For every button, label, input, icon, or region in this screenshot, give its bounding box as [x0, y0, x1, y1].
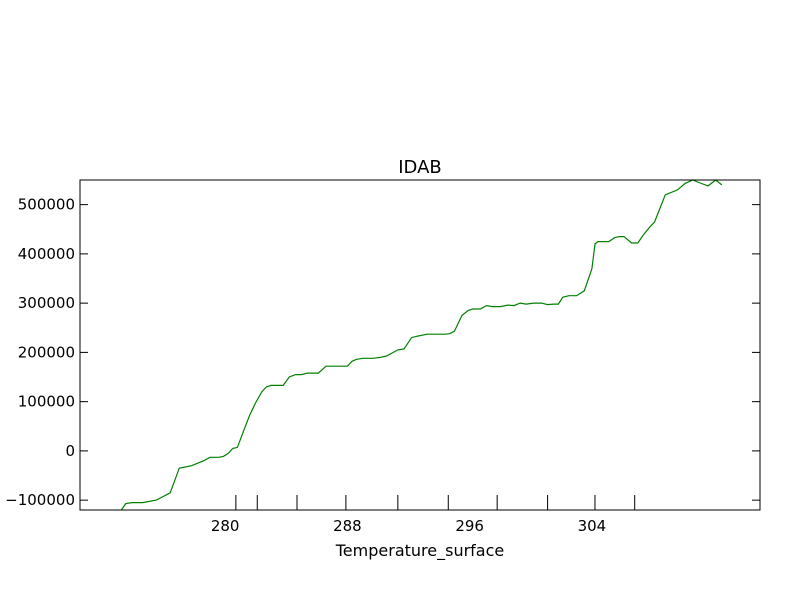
x-tick-label: 296 — [455, 517, 484, 535]
y-tick-label: 0 — [65, 442, 75, 460]
x-axis-label: Temperature_surface — [335, 541, 504, 561]
y-tick-label: 400000 — [18, 245, 75, 263]
x-tick-label: 288 — [333, 517, 362, 535]
y-tick-label: −100000 — [5, 491, 75, 509]
plot-area — [120, 180, 723, 510]
y-tick-label: 500000 — [18, 196, 75, 214]
y-tick-label: 200000 — [18, 343, 75, 361]
x-tick-label: 280 — [211, 517, 240, 535]
chart-title: IDAB — [398, 157, 442, 178]
axes: −100000 0 100000 200000 300000 400000 500000 28… — [5, 179, 761, 535]
series-line-0 — [120, 180, 723, 510]
y-tick-label: 100000 — [18, 393, 75, 411]
plot-frame — [79, 179, 761, 511]
y-tick-label: 300000 — [18, 294, 75, 312]
x-tick-label: 304 — [578, 517, 607, 535]
